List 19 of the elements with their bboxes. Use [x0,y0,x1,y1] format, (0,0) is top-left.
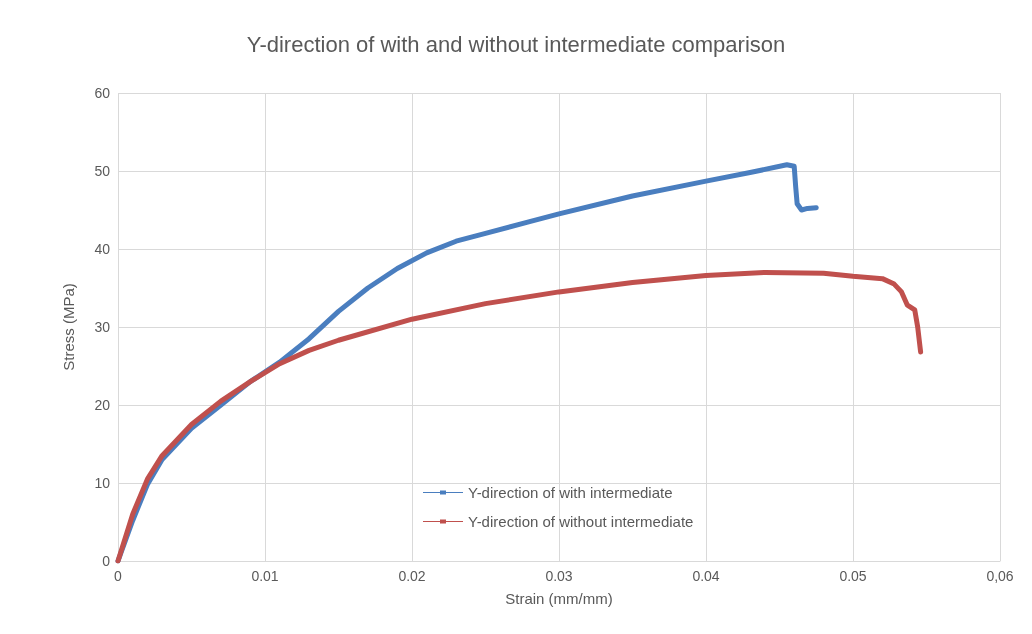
x-tick-label: 0,06 [986,568,1014,584]
x-tick-label: 0 [114,568,123,584]
y-tick-label: 50 [94,163,111,179]
y-tick-label: 40 [94,241,111,257]
y-axis-title: Stress (MPa) [60,283,77,371]
y-tick-label: 0 [102,553,111,569]
x-axis-title: Strain (mm/mm) [505,590,613,607]
y-tick-label: 60 [94,85,111,101]
x-tick-label: 0.02 [398,568,426,584]
y-tick-label: 20 [94,397,111,413]
legend-label: Y-direction of without intermediate [468,513,694,530]
y-tick-label: 30 [94,319,111,335]
x-tick-label: 0.04 [692,568,720,584]
y-tick-label: 10 [94,475,111,491]
x-tick-label: 0.03 [545,568,573,584]
x-tick-label: 0.05 [839,568,867,584]
chart-title: Y-direction of with and without intermediate comparison [246,31,786,57]
legend-label: Y-direction of with intermediate [468,484,673,501]
x-tick-label: 0.01 [251,568,279,584]
